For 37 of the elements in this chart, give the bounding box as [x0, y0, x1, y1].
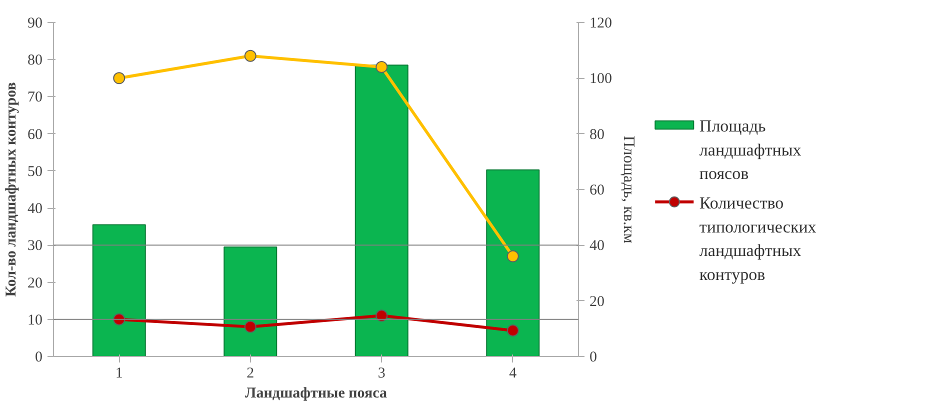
y2-tick-label: 60: [590, 182, 604, 198]
x-tick-label: 3: [378, 366, 386, 382]
bar: [486, 169, 540, 356]
y2-tick-label: 40: [590, 238, 604, 254]
legend-label: Количество типологических ландшафтных контуров: [699, 194, 817, 284]
bar: [354, 64, 408, 356]
point: [376, 310, 388, 322]
bar: [224, 246, 278, 356]
y-axis-title: Кол-во ландшафтных контуров: [4, 82, 20, 297]
y-tick-label: 80: [28, 52, 42, 69]
y2-tick-label: 80: [590, 126, 604, 143]
x-tick-label: 2: [246, 366, 254, 382]
point: [244, 50, 256, 62]
point: [113, 72, 126, 84]
y2-tick-label: 100: [590, 71, 612, 88]
y-tick-label: 20: [28, 275, 42, 292]
point: [506, 250, 519, 262]
x-axis-title: Ландшафтные пояса: [245, 386, 388, 402]
y2-tick-label: 120: [590, 16, 612, 32]
y-tick-label: 0: [35, 350, 42, 366]
point: [506, 324, 519, 337]
y-tick-label: 40: [28, 201, 42, 218]
point: [244, 320, 256, 333]
y-tick-label: 10: [28, 312, 42, 328]
x-tick-label: 1: [115, 366, 123, 382]
legend-label: Площадь ландшафтных поясов: [699, 116, 802, 184]
y-tick-label: 70: [28, 90, 42, 106]
y2-tick-label: 0: [590, 350, 597, 366]
bar: [92, 224, 146, 356]
y2-tick-label: 20: [590, 294, 604, 310]
x-tick-label: 4: [509, 366, 518, 382]
point: [376, 61, 388, 74]
y-tick-label: 90: [28, 16, 42, 32]
y-tick-label: 60: [28, 126, 42, 143]
y-tick-label: 50: [28, 164, 42, 180]
y2-axis-title: Площадь, кв.км: [620, 136, 637, 244]
y-tick-label: 30: [28, 238, 42, 254]
